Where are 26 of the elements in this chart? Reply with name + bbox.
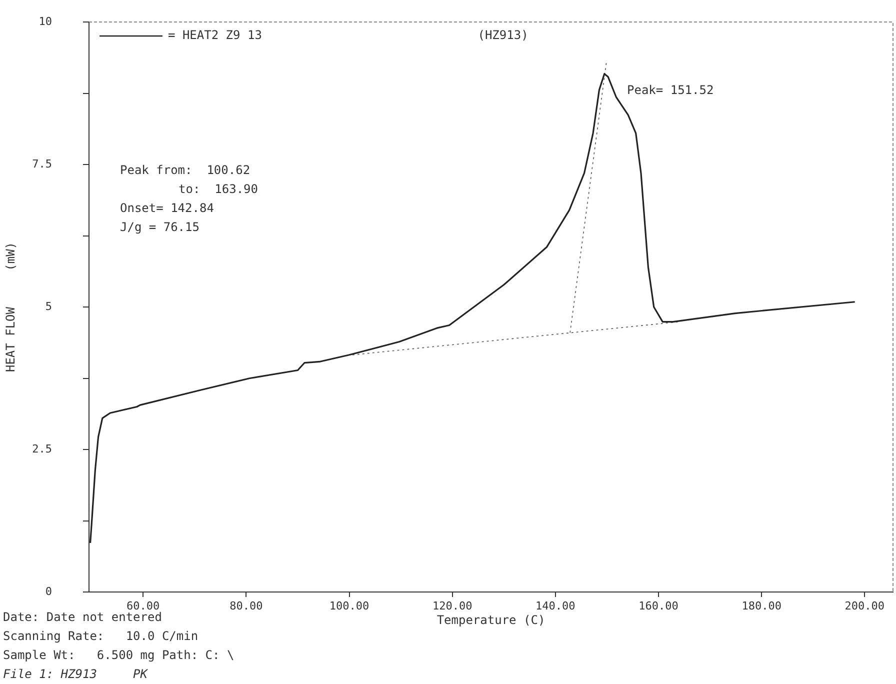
x-tick-label: 60.00 bbox=[126, 599, 160, 612]
text: Sample Wt: 6.500 mg Path: C: \ bbox=[3, 648, 234, 662]
annotation: to: 163.90 bbox=[178, 182, 258, 196]
text: = HEAT2 Z9 13 bbox=[168, 28, 262, 42]
x-tick-label: 80.00 bbox=[230, 599, 263, 612]
annotation: Onset= 142.84 bbox=[120, 201, 214, 216]
y-tick-label: 5 bbox=[45, 300, 52, 313]
x-tick-label: 100.00 bbox=[329, 599, 370, 612]
text: File 1: HZ913 PK bbox=[3, 667, 148, 682]
annotation: Peak= 151.52 bbox=[627, 83, 714, 98]
text: Date: Date not entered bbox=[3, 610, 162, 624]
y-tick-label: 0 bbox=[45, 584, 52, 598]
text: Scanning Rate: 10.0 C/min bbox=[3, 629, 198, 644]
x-tick-label: 180.00 bbox=[742, 599, 782, 612]
y-tick-label: 10 bbox=[38, 14, 52, 28]
x-tick-label: 200.00 bbox=[844, 599, 885, 612]
y-axis-title: HEAT FLOW (mW) bbox=[3, 242, 18, 372]
annotation: Peak from: 100.62 bbox=[120, 163, 250, 178]
x-axis-title: Temperature (C) bbox=[436, 612, 546, 627]
annotation: J/g = 76.15 bbox=[120, 220, 200, 234]
x-tick-label: 120.00 bbox=[432, 599, 472, 612]
text: (HZ913) bbox=[478, 28, 528, 42]
y-tick-label: 2.5 bbox=[32, 442, 52, 456]
y-tick-label: 7.5 bbox=[32, 157, 52, 170]
x-tick-label: 160.00 bbox=[638, 599, 678, 612]
x-tick-label: 140.00 bbox=[536, 599, 576, 612]
